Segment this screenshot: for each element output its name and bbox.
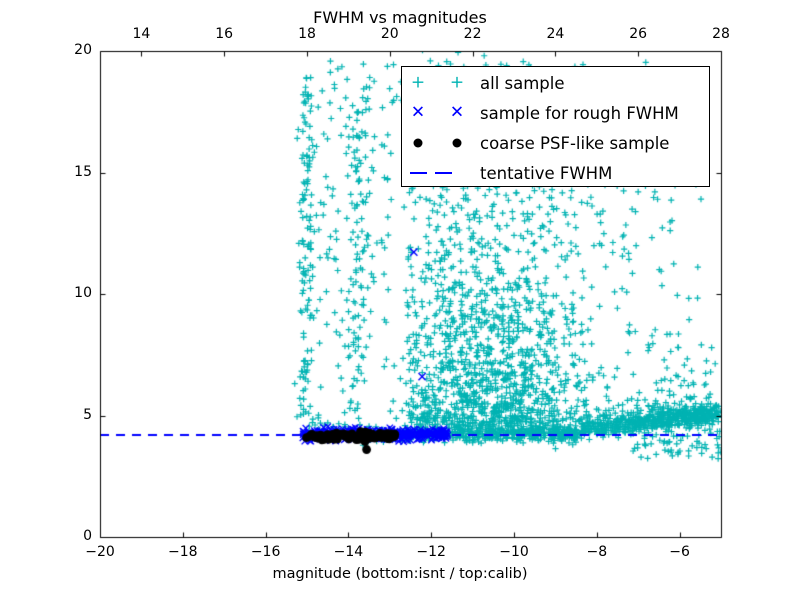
legend-item-all-sample[interactable]: + + all sample	[402, 68, 709, 98]
legend-handle-plus: + +	[402, 68, 480, 98]
legend-label-all-sample: all sample	[480, 73, 565, 93]
plus-marker-icon: +	[410, 72, 426, 93]
dashed-line-icon	[435, 172, 452, 174]
circle-marker-icon	[452, 138, 462, 148]
cross-marker-icon: ✕	[410, 102, 426, 123]
legend-label-coarse-psf: coarse PSF-like sample	[480, 133, 670, 153]
dashed-line-icon	[410, 172, 427, 174]
circle-marker-icon	[413, 138, 423, 148]
legend-item-rough-fwhm[interactable]: ✕ ✕ sample for rough FWHM	[402, 98, 709, 128]
legend-handle-cross: ✕ ✕	[402, 98, 480, 128]
legend-handle-dot	[402, 128, 480, 158]
cross-marker-icon: ✕	[449, 102, 465, 123]
legend-item-tentative-fwhm[interactable]: tentative FWHM	[402, 158, 709, 188]
legend-item-coarse-psf[interactable]: coarse PSF-like sample	[402, 128, 709, 158]
legend: + + all sample ✕ ✕ sample for rough FWHM…	[401, 66, 710, 187]
legend-label-tentative-fwhm: tentative FWHM	[480, 163, 613, 183]
legend-label-rough-fwhm: sample for rough FWHM	[480, 103, 679, 123]
legend-handle-dashed-line	[402, 158, 480, 188]
plus-marker-icon: +	[449, 72, 465, 93]
